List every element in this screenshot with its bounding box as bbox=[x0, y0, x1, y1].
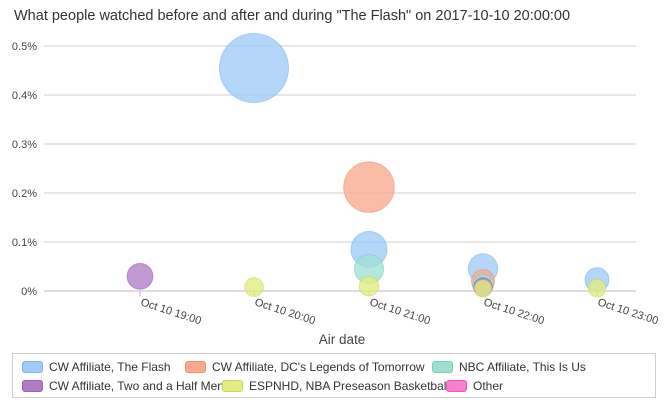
y-tick-label: 0.2% bbox=[12, 188, 37, 200]
y-tick-label: 0.3% bbox=[12, 139, 37, 151]
legend-item[interactable]: CW Affiliate, The Flash bbox=[22, 360, 171, 374]
legend-label: CW Affiliate, DC's Legends of Tomorrow bbox=[212, 360, 425, 374]
data-point-series-3[interactable] bbox=[126, 262, 154, 290]
x-tick-label: Oct 10 20:00 bbox=[253, 296, 317, 327]
legend-swatch bbox=[185, 361, 206, 373]
data-point-series-4[interactable] bbox=[244, 277, 264, 297]
legend-item[interactable]: NBC Affiliate, This Is Us bbox=[432, 360, 586, 374]
legend-swatch bbox=[446, 380, 467, 392]
y-tick-label: 0.4% bbox=[12, 90, 37, 102]
y-tick-label: 0.5% bbox=[12, 41, 37, 53]
legend-item[interactable]: Other bbox=[446, 379, 503, 393]
chart-title: What people watched before and after and… bbox=[14, 8, 571, 24]
data-point-series-0[interactable] bbox=[219, 33, 289, 104]
x-axis-title: Air date bbox=[319, 332, 366, 347]
legend-item[interactable]: ESPNHD, NBA Preseason Basketball bbox=[222, 379, 449, 393]
legend-swatch bbox=[432, 361, 453, 373]
legend-swatch bbox=[22, 361, 43, 373]
y-tick-label: 0% bbox=[21, 286, 37, 298]
grid-lines bbox=[44, 45, 636, 292]
y-axis-ticks: 0% 0.1% 0.2% 0.3% 0.4% 0.5% bbox=[12, 41, 37, 298]
data-point-series-1[interactable] bbox=[343, 161, 395, 213]
x-axis-ticks: Oct 10 19:00 Oct 10 20:00 Oct 10 21:00 Oct … bbox=[139, 291, 660, 327]
y-tick-label: 0.1% bbox=[12, 237, 37, 249]
x-tick-label: Oct 10 19:00 bbox=[139, 296, 203, 327]
legend-item[interactable]: CW Affiliate, DC's Legends of Tomorrow bbox=[185, 360, 425, 374]
data-point-series-4[interactable] bbox=[358, 275, 380, 297]
chart-plot: 0%0.1%0.2%0.3%0.4%0.5% Oct 10 19:00 Oct 1… bbox=[12, 33, 660, 347]
x-tick-label: Oct 10 21:00 bbox=[368, 296, 432, 327]
x-tick-label: Oct 10 23:00 bbox=[596, 296, 660, 327]
legend-label: CW Affiliate, The Flash bbox=[49, 360, 171, 374]
data-points bbox=[126, 33, 610, 298]
legend-label: CW Affiliate, Two and a Half Men bbox=[49, 379, 224, 393]
legend-swatch bbox=[222, 380, 243, 392]
x-tick-label: Oct 10 22:00 bbox=[482, 296, 546, 327]
legend-label: ESPNHD, NBA Preseason Basketball bbox=[249, 379, 450, 393]
legend: CW Affiliate, The Flash CW Affiliate, DC'… bbox=[12, 353, 656, 398]
legend-item[interactable]: CW Affiliate, Two and a Half Men bbox=[22, 379, 224, 393]
data-point-series-4[interactable] bbox=[587, 278, 607, 298]
legend-label: Other bbox=[473, 379, 504, 393]
legend-swatch bbox=[22, 380, 43, 392]
data-point-series-4[interactable] bbox=[473, 279, 493, 298]
legend-label: NBC Affiliate, This Is Us bbox=[459, 360, 586, 374]
